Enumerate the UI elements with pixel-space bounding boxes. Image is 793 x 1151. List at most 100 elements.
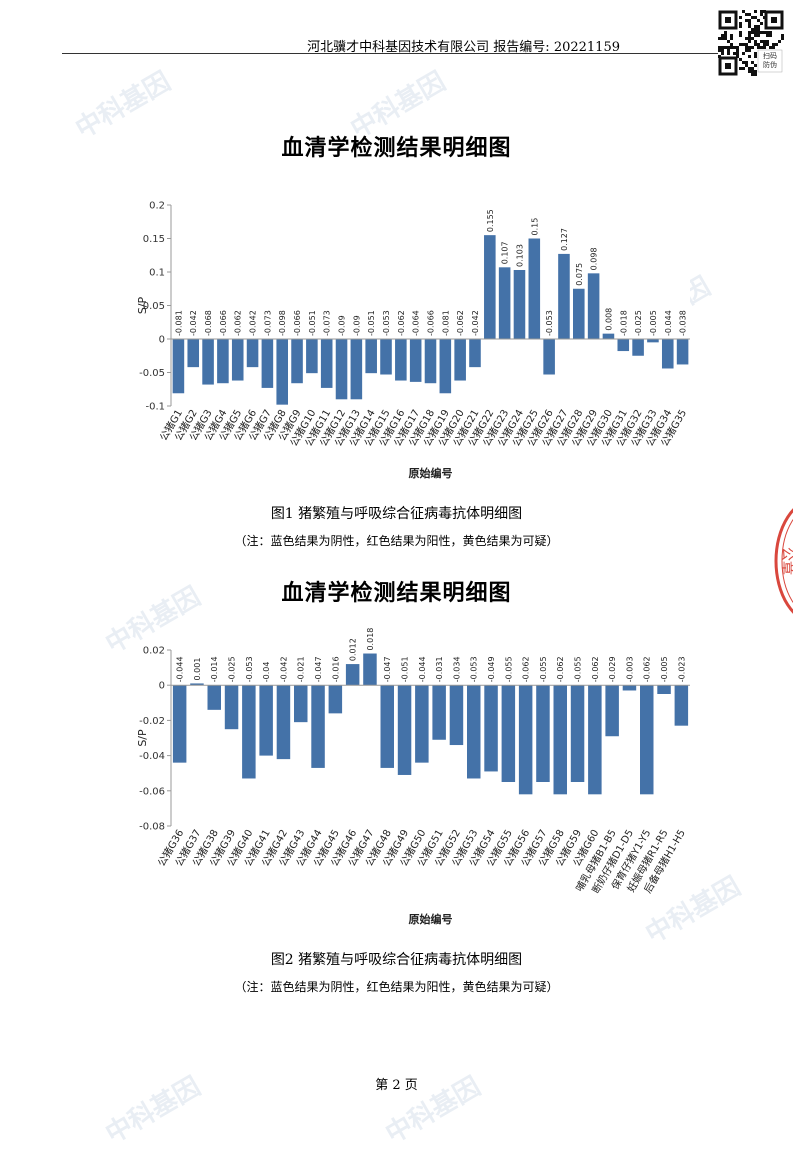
bar [335,339,348,400]
bar [518,685,533,795]
bar [294,685,308,723]
bar [536,685,550,782]
value-label: 0.008 [604,308,613,331]
value-label: -0.029 [608,656,617,682]
value-label: 0.018 [366,628,375,651]
value-label: -0.055 [504,656,513,682]
y-tick-label: -0.1 [145,402,165,413]
value-label: -0.018 [619,310,628,336]
value-label: -0.042 [471,310,480,336]
bar [424,339,437,384]
bar [553,685,567,795]
chart2-plot: -0.08-0.06-0.04-0.0200.02-0.044公猪G360.00… [136,628,690,926]
value-label: -0.062 [234,310,243,336]
value-label: -0.014 [210,656,219,682]
bar [224,685,239,730]
chart1-caption: 图1 猪繁殖与呼吸综合征病毒抗体明细图 [270,506,523,522]
bar [513,269,526,339]
qr-code-icon[interactable]: 扫码防伪 [718,10,784,76]
value-label: 0.127 [560,228,569,251]
value-label: -0.066 [427,310,436,336]
bar [558,253,570,339]
y-axis-label: S/P [136,729,149,747]
bar [217,339,229,384]
bar [501,685,516,782]
bar [259,685,273,756]
value-label: -0.044 [418,656,427,682]
bar [261,339,274,388]
chart1-plot: -0.1-0.0500.050.10.150.2-0.081公猪G1-0.042… [136,201,690,480]
bar [543,339,555,375]
value-label: -0.038 [679,310,688,336]
value-label: -0.053 [545,310,554,336]
bar [588,685,602,795]
chart1-title: 血清学检测结果明细图 [281,136,512,161]
value-label: -0.042 [279,656,288,682]
bar [676,339,689,365]
value-label: -0.025 [228,656,237,682]
value-label: -0.005 [649,310,658,336]
value-label: -0.049 [487,656,496,682]
bar [242,685,256,779]
bar [187,339,200,368]
value-label: -0.062 [556,656,565,682]
value-label: -0.073 [263,310,272,336]
bar [528,238,541,339]
bar [484,235,496,339]
bar [276,339,288,405]
bar [632,339,644,356]
value-label: -0.034 [452,656,461,682]
value-label: -0.042 [189,310,198,336]
value-label: -0.09 [338,315,347,336]
bar [207,685,221,710]
value-label: -0.062 [643,656,652,682]
bar [674,685,689,726]
bar [605,685,619,737]
bar [231,339,244,381]
bar [573,288,585,339]
bar [190,683,204,686]
bar [439,339,452,394]
value-label: -0.021 [297,656,306,682]
bar [311,685,325,768]
value-label: -0.055 [539,656,548,682]
bar [484,685,498,772]
value-label: 0.012 [349,638,358,661]
value-label: -0.066 [219,310,228,336]
bar [432,685,446,740]
bar [617,339,630,352]
header-divider [62,53,720,54]
value-label: -0.044 [664,310,673,336]
value-label: -0.081 [174,310,183,336]
value-label: -0.064 [412,310,421,336]
value-label: 0.103 [515,244,524,267]
bar [246,339,259,368]
value-label: -0.025 [634,310,643,336]
value-label: -0.062 [522,656,531,682]
value-label: -0.051 [308,310,317,336]
bar [397,685,412,775]
bar [380,685,394,768]
bar [202,339,214,385]
y-tick-label: 0.15 [143,234,165,245]
value-label: -0.047 [314,656,323,682]
y-tick-label: -0.06 [139,786,165,797]
value-label: -0.062 [456,310,465,336]
value-label: -0.003 [625,656,634,682]
bar [380,339,392,375]
bar [328,685,343,714]
value-label: -0.062 [397,310,406,336]
value-label: 0.098 [590,247,599,270]
bar [350,339,363,400]
value-label: -0.023 [677,656,686,682]
value-label: 0.155 [486,209,495,232]
bar [454,339,466,381]
value-label: -0.044 [176,656,185,682]
x-axis-label: 原始编号 [409,912,453,926]
value-label: 0.075 [575,263,584,286]
y-tick-label: 0 [159,681,165,692]
qr-label: 扫码防伪 [763,51,777,69]
bar [587,273,600,339]
value-label: -0.051 [367,310,376,336]
bar [602,333,615,339]
